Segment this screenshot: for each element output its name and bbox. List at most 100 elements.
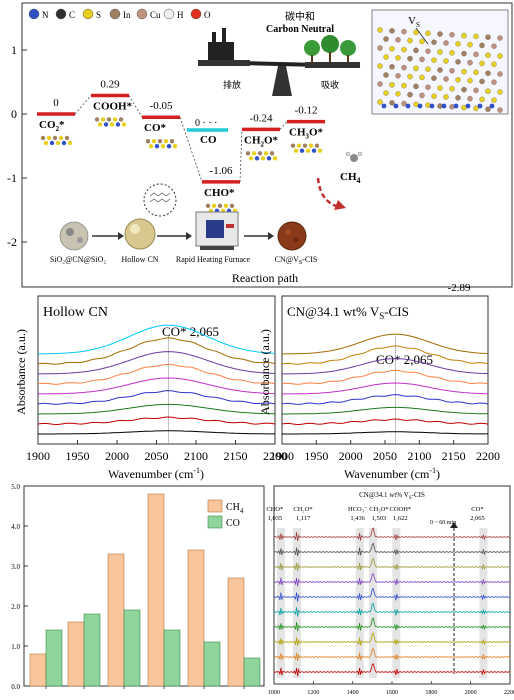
crystal-atom xyxy=(449,68,455,74)
crystal-atom xyxy=(485,106,491,112)
crystal-atom xyxy=(467,59,473,66)
crystal-atom xyxy=(407,73,413,80)
crystal-atom xyxy=(377,45,383,51)
bar-y-tick-label: 4.0 xyxy=(11,523,20,531)
crystal-atom xyxy=(465,103,471,109)
crystal-atom xyxy=(497,71,503,77)
stacked-spectrum xyxy=(273,617,511,632)
legend-atom-label: H xyxy=(177,10,184,20)
crystal-atom xyxy=(449,50,455,56)
crystal-atom xyxy=(477,103,483,109)
bar-ch4 xyxy=(227,577,245,687)
insitu-ftir-stack-chart: CN@34.1 wt% VS-CIS CHO* 1,035 CH₂O* 1,117 HC… xyxy=(266,485,514,696)
sio2-sphere-icon xyxy=(59,221,89,251)
synthesis-schematic: SiO₂@CN@SiO₂ Hollow CN Rapid Heating Furna… xyxy=(50,183,317,266)
slab-atom xyxy=(308,143,314,148)
crystal-atom xyxy=(413,29,419,36)
crystal-atom xyxy=(443,76,449,82)
ftir-right-x-tick-label: 2000 xyxy=(339,449,363,463)
energy-y-tick-label: 0 xyxy=(11,107,17,121)
ftir-left-y-label: Absorbance (a.u.) xyxy=(14,329,28,415)
stacked-spectrum xyxy=(274,558,511,571)
bar-y-tick-label: 1.0 xyxy=(11,643,20,651)
bar-co xyxy=(203,641,221,687)
slab-atom xyxy=(58,135,64,141)
ftir-left-x-tick-label: 2000 xyxy=(105,449,129,463)
crystal-atom xyxy=(413,47,419,54)
crystal-atom xyxy=(467,95,473,102)
product-bar-chart: 0.0 1.0 2.0 3.0 4.0 5.0 CH4 CO xyxy=(11,483,265,691)
slab-atom xyxy=(103,122,109,127)
ftir-right-title: CN@34.1 wt% VS-CIS xyxy=(287,304,409,321)
crystal-atom xyxy=(413,83,419,90)
balance-stand xyxy=(272,66,292,96)
crystal-atom xyxy=(461,86,467,93)
ftir-right-spectrum xyxy=(281,369,489,385)
crystal-atom xyxy=(383,36,389,42)
crystal-atom xyxy=(455,59,461,65)
stack-x-tick-label: 1200 xyxy=(307,690,319,696)
ftir-right-x-tick-label: 2100 xyxy=(407,449,431,463)
bar-y-tick-label: 0.0 xyxy=(11,683,20,691)
peak-name-label: CH₃O* xyxy=(369,506,388,513)
peak-band xyxy=(355,528,364,678)
crystal-atom xyxy=(489,103,495,109)
legend-atom-cu xyxy=(136,8,148,20)
slab-atom xyxy=(121,122,127,127)
energy-value-label: -1.06 xyxy=(210,165,233,177)
peak-wn-label: 1,117 xyxy=(296,515,311,522)
ftir-right-x-tick-label: 2150 xyxy=(442,449,466,463)
ftir-left-x-label: Wavenumber (cm-1) xyxy=(108,466,204,481)
energy-value-label: -0.05 xyxy=(150,100,173,112)
stack-x-tick-label: 1600 xyxy=(386,690,398,696)
crystal-atom xyxy=(443,40,449,46)
ftir-left-spectrum xyxy=(37,363,276,385)
bar-legend: CH4 CO xyxy=(207,499,244,529)
crystal-atom xyxy=(479,60,485,67)
legend-atom-label: N xyxy=(42,10,49,20)
stack-title: CN@34.1 wt% VS-CIS xyxy=(359,491,425,501)
ftir-left-spectrum xyxy=(38,377,276,395)
peak-band xyxy=(392,528,401,678)
bar-ch4 xyxy=(147,493,165,687)
crystal-atom xyxy=(491,61,497,67)
peak-wn-label: 1,436 xyxy=(350,515,365,522)
crystal-atom xyxy=(485,34,491,40)
energy-x-axis-label: Reaction path xyxy=(232,271,298,285)
synthesis-step-label: Rapid Heating Furnace xyxy=(176,255,251,264)
absorption-label: 吸收 xyxy=(321,79,339,90)
ch4-product-label: CH4 xyxy=(340,171,361,185)
stacked-spectrum xyxy=(273,573,510,587)
legend-atom-label: C xyxy=(69,10,75,20)
energy-step-label: CO2* xyxy=(39,119,65,133)
crystal-atom xyxy=(479,78,485,85)
ftir-left-spectrum xyxy=(37,324,276,355)
slab-atom xyxy=(305,148,311,153)
crystal-atom xyxy=(401,46,407,53)
crystal-atom xyxy=(431,93,437,99)
peak-wn-label: 1,503 xyxy=(372,515,387,522)
energy-step-label: CH2O* xyxy=(244,134,279,148)
bar-co xyxy=(83,613,101,687)
crystal-atom xyxy=(425,84,431,90)
ftir-left-spectrum xyxy=(37,337,276,365)
peak-name-label: CH₂O* xyxy=(293,506,312,513)
slab-atom xyxy=(223,203,229,209)
crystal-atom xyxy=(425,66,431,72)
crystal-atom xyxy=(473,33,479,40)
stack-x-tick-label: 2200 xyxy=(504,690,514,696)
factory-icon xyxy=(208,42,234,60)
energy-y-tick-label: 1 xyxy=(11,43,17,57)
crystal-atom xyxy=(401,28,407,35)
crystal-atom xyxy=(389,46,395,52)
crystal-atom xyxy=(383,54,389,60)
legend-swatch-co xyxy=(207,515,223,529)
crystal-atom xyxy=(473,69,479,76)
slab-atom xyxy=(94,117,100,122)
ftir-right-spectrum xyxy=(281,418,489,426)
stacked-spectrum xyxy=(273,602,511,617)
slab-atom xyxy=(254,156,260,161)
slab-atom xyxy=(266,156,272,161)
crystal-atom xyxy=(419,56,425,63)
